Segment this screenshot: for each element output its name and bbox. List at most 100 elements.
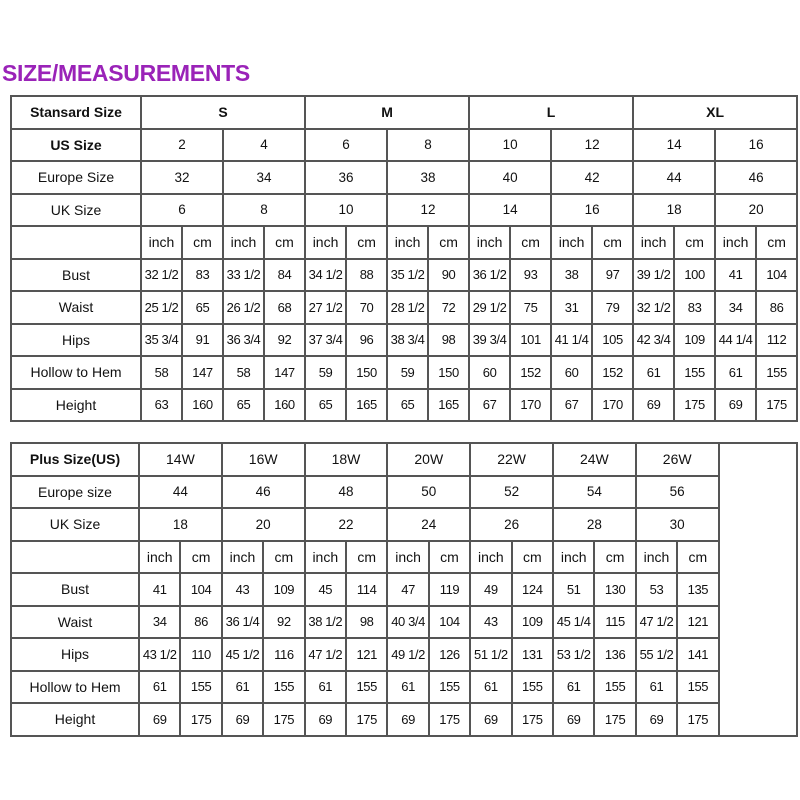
unit-cm: cm [345, 225, 389, 260]
plus-us-size: 20W [386, 442, 472, 477]
unit-cm: cm [427, 225, 471, 260]
europe-size-value: 32 [140, 160, 224, 195]
measurement-value: 100 [673, 257, 717, 292]
measurement-value: 43 [220, 572, 265, 607]
unit-inch: inch [220, 539, 265, 574]
us-size-value: 14 [632, 127, 717, 162]
measurement-value: 105 [591, 322, 635, 357]
plus-us-size: 16W [220, 442, 306, 477]
measurement-value: 110 [179, 637, 223, 672]
measurement-value: 131 [510, 637, 554, 672]
measurement-value: 88 [345, 257, 389, 292]
us-size-value: 6 [304, 127, 389, 162]
measurement-value: 104 [179, 572, 223, 607]
us-size-value: 12 [550, 127, 635, 162]
measurement-value: 90 [427, 257, 471, 292]
unit-cm: cm [181, 225, 224, 260]
measurement-value: 175 [755, 387, 799, 422]
measurement-value: 121 [344, 637, 389, 672]
plus-us-size: 14W [138, 442, 223, 477]
measurement-value: 109 [673, 322, 717, 357]
measurement-value: 91 [181, 322, 224, 357]
measurement-label: Bust [10, 257, 142, 292]
measurement-value: 25 1/2 [140, 290, 183, 325]
uk-size-row: UK Size 6 8 10 12 14 16 18 20 [10, 192, 799, 227]
measurement-value: 84 [262, 257, 307, 292]
measurement-value: 150 [345, 355, 389, 390]
us-size-value: 8 [386, 127, 471, 162]
size-group-l: L [468, 95, 635, 130]
unit-inch: inch [468, 225, 512, 260]
plus-uk-size-value: 22 [303, 507, 389, 542]
plus-us-size: 26W [634, 442, 720, 477]
unit-inch: inch [140, 225, 183, 260]
measurement-value: 26 1/2 [222, 290, 265, 325]
unit-inch: inch [386, 539, 430, 574]
measurement-value: 55 1/2 [634, 637, 679, 672]
measurement-value: 112 [755, 322, 799, 357]
plus-europe-size-value: 54 [551, 474, 637, 509]
measurement-value: 39 3/4 [468, 322, 512, 357]
plus-measurement-row: Bust 41 104 43 109 45 114 47 119 49 124 51 130 53 135 [10, 572, 797, 607]
measurement-row: Bust 32 1/2 83 33 1/2 84 34 1/2 88 35 1/2 90 36 1… [10, 257, 799, 292]
measurement-value: 45 [303, 572, 347, 607]
measurement-value: 69 [386, 702, 430, 737]
measurement-value: 65 [386, 387, 430, 422]
measurement-value: 39 1/2 [632, 257, 676, 292]
plus-europe-size-value: 56 [634, 474, 720, 509]
us-size-value: 2 [140, 127, 224, 162]
europe-size-value: 36 [304, 160, 389, 195]
measurement-value: 36 3/4 [222, 322, 265, 357]
measurement-value: 51 1/2 [469, 637, 513, 672]
measurement-value: 92 [262, 322, 307, 357]
measurement-value: 152 [591, 355, 635, 390]
measurement-value: 59 [386, 355, 430, 390]
uk-size-value: 6 [140, 192, 224, 227]
europe-size-value: 38 [386, 160, 471, 195]
europe-size-value: 40 [468, 160, 553, 195]
measurement-value: 96 [345, 322, 389, 357]
measurement-value: 68 [262, 290, 307, 325]
measurement-value: 155 [344, 669, 389, 704]
measurement-value: 147 [262, 355, 307, 390]
measurement-label: Bust [10, 572, 140, 607]
measurement-value: 126 [427, 637, 472, 672]
measurement-value: 34 [714, 290, 758, 325]
measurement-label: Height [10, 387, 142, 422]
measurement-value: 61 [634, 669, 679, 704]
plus-europe-size-value: 46 [220, 474, 306, 509]
measurement-value: 28 1/2 [386, 290, 430, 325]
measurement-value: 29 1/2 [468, 290, 512, 325]
measurement-value: 141 [676, 637, 720, 672]
size-group-s: S [139, 95, 307, 130]
measurement-value: 165 [427, 387, 471, 422]
plus-uk-size-value: 20 [220, 507, 306, 542]
measurement-value: 79 [591, 290, 635, 325]
europe-size-label: Europe Size [10, 160, 142, 195]
measurement-value: 59 [304, 355, 348, 390]
unit-inch: inch [469, 539, 513, 574]
measurement-value: 175 [427, 702, 472, 737]
standard-size-table: Stansard Size S M L XL US Size 2 4 6 8 10 12 14 16 Eur… [10, 95, 799, 422]
us-size-row: US Size 2 4 6 8 10 12 14 16 [10, 127, 799, 162]
plus-size-table: Plus Size(US) 14W 16W 18W 20W 22W 24W 26W Europe… [10, 442, 798, 737]
unit-cm: cm [262, 539, 306, 574]
unit-inch: inch [137, 539, 182, 574]
unit-inch: inch [634, 539, 679, 574]
measurement-value: 109 [262, 572, 306, 607]
europe-size-row: Europe Size 32 34 36 38 40 42 44 46 [10, 160, 799, 195]
measurement-value: 51 [551, 572, 596, 607]
measurement-row: Hollow to Hem 58 147 58 147 59 150 59 150 60 152 60… [10, 355, 799, 390]
measurement-value: 65 [222, 387, 265, 422]
unit-cm: cm [673, 225, 717, 260]
plus-unit-row: inch cm inch cm inch cm inch cm inch cm inch cm inch… [10, 539, 797, 574]
measurement-value: 155 [427, 669, 472, 704]
measurement-value: 58 [222, 355, 265, 390]
measurement-value: 114 [344, 572, 389, 607]
measurement-value: 69 [137, 702, 182, 737]
plus-header-label: Plus Size(US) [10, 442, 140, 477]
measurement-label: Hips [10, 322, 142, 357]
plus-uk-size-value: 18 [138, 507, 223, 542]
measurement-value: 69 [551, 702, 596, 737]
measurement-value: 37 3/4 [304, 322, 348, 357]
